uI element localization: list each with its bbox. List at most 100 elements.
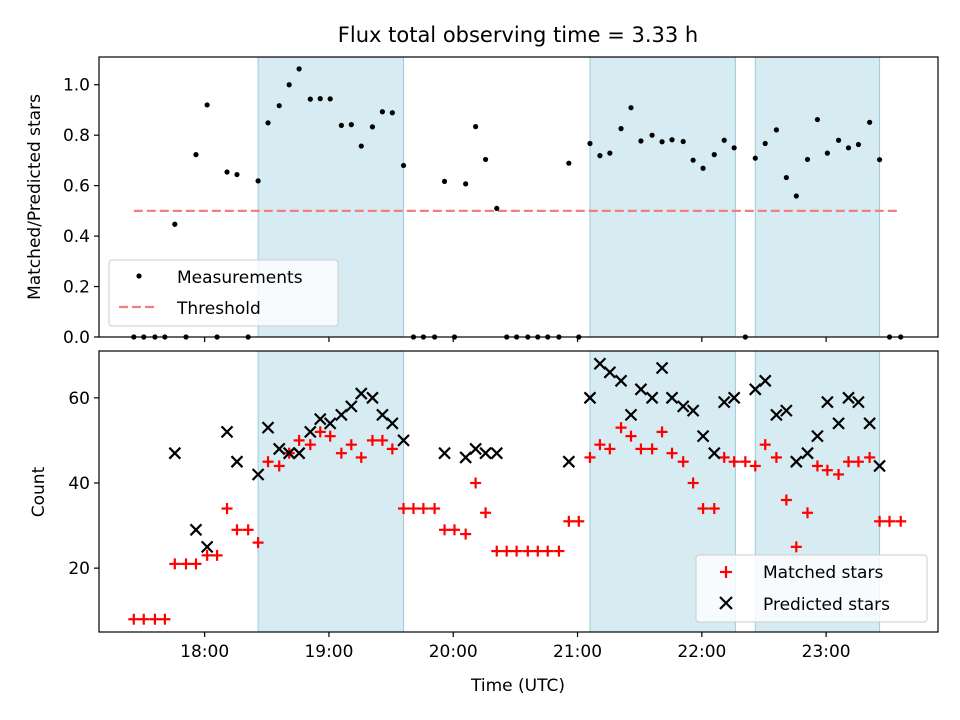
top-x-ticks	[204, 337, 827, 342]
top-y-tick-label: 0.8	[63, 126, 90, 146]
matched-point	[304, 439, 316, 451]
bottom-y-ticks: 20 40 60	[68, 389, 99, 579]
measurement-point	[379, 109, 385, 115]
predicted-point	[304, 425, 317, 439]
matched-point	[511, 545, 523, 557]
measurement-point	[317, 96, 323, 102]
measurement-point	[482, 156, 489, 163]
predicted-point	[251, 468, 265, 481]
predicted-point	[313, 412, 327, 426]
matched-point	[190, 558, 202, 570]
predicted-point	[790, 455, 803, 468]
predicted-point	[386, 417, 399, 430]
matched-point	[491, 545, 503, 557]
legend-matched-marker	[720, 566, 732, 578]
predicted-point	[230, 455, 244, 468]
matched-point	[221, 503, 233, 515]
matched-point	[201, 549, 213, 561]
predicted-point	[727, 391, 741, 405]
x-axis-label: Time (UTC)	[470, 676, 565, 696]
matched-point	[573, 515, 585, 527]
matched-point	[739, 456, 751, 468]
predicted-point	[645, 391, 659, 405]
top-y-axis-label: Matched/Predicted stars	[25, 94, 45, 300]
measurement-point	[276, 103, 282, 109]
matched-point	[138, 613, 150, 625]
matched-point	[821, 464, 833, 476]
top-panel: 0.0 0.2 0.4 0.6 0.8 1.0 Matched/Predicted sta…	[25, 56, 939, 348]
measurement-point	[358, 143, 364, 149]
bottom-y-tick-label: 20	[68, 559, 90, 579]
predicted-point	[220, 425, 234, 439]
predicted-point	[811, 429, 824, 443]
measurement-point	[680, 138, 686, 145]
measurement-point	[804, 156, 811, 163]
measurement-point	[669, 137, 675, 143]
matched-point	[646, 443, 658, 455]
predicted-point	[770, 408, 783, 422]
matched-point	[895, 515, 907, 527]
matched-point	[398, 503, 410, 515]
measurement-point	[327, 96, 333, 102]
matched-point	[563, 515, 575, 527]
measurement-point	[441, 178, 448, 184]
matched-point	[584, 451, 596, 463]
matched-point	[386, 443, 398, 455]
predicted-point	[749, 383, 762, 396]
measurement-point	[193, 152, 199, 158]
predicted-point	[665, 391, 679, 405]
matched-point	[262, 456, 274, 468]
measurement-point	[307, 96, 313, 102]
bottom-legend: Matched stars Predicted stars	[695, 554, 928, 623]
predicted-point	[335, 408, 348, 422]
matched-point	[252, 537, 264, 549]
matched-point	[811, 460, 823, 472]
predicted-point	[272, 442, 286, 456]
matched-point	[656, 426, 668, 438]
top-shaded-intervals	[257, 56, 881, 338]
predicted-point	[562, 455, 576, 468]
measurement-point	[711, 152, 717, 158]
matched-point	[480, 507, 492, 519]
bottom-axes-frame	[98, 350, 939, 633]
matched-point	[666, 447, 678, 459]
bottom-y-tick-label: 40	[68, 474, 90, 494]
measurement-point	[814, 116, 821, 123]
predicted-point	[780, 404, 793, 417]
top-legend: Measurements Threshold	[108, 259, 339, 327]
measurement-point	[731, 145, 737, 151]
predicted-point	[873, 459, 886, 473]
predicted-point	[842, 391, 855, 405]
predicted-point	[832, 417, 845, 430]
measurement-point	[628, 105, 634, 111]
predicted-point	[354, 387, 368, 400]
matched-point	[314, 426, 326, 438]
legend-threshold-label: Threshold	[176, 299, 261, 319]
measurement-point	[700, 165, 706, 171]
matched-point	[355, 451, 367, 463]
x-tick-label: 21:00	[553, 642, 602, 662]
matched-point	[697, 503, 709, 515]
matched-point	[448, 524, 460, 536]
matched-point	[169, 558, 181, 570]
predicted-point	[438, 446, 451, 460]
predicted-point	[479, 446, 492, 460]
measurement-point	[494, 205, 500, 211]
predicted-point	[261, 421, 275, 434]
chart-title: Flux total observing time = 3.33 h	[338, 23, 698, 47]
matched-point	[180, 558, 192, 570]
matched-point	[293, 434, 305, 446]
predicted-point	[292, 446, 306, 460]
measurement-point	[224, 169, 230, 175]
matched-point	[884, 515, 896, 527]
matched-point	[542, 545, 554, 557]
predicted-point	[168, 446, 182, 460]
predicted-point	[603, 366, 617, 379]
bottom-y-axis-label: Count	[29, 466, 49, 517]
matched-point	[790, 541, 802, 553]
predicted-point	[758, 374, 772, 388]
measurement-point	[296, 66, 302, 72]
matched-point	[128, 613, 140, 625]
bottom-x-ticks: 18:00 19:00 20:00 21:00 22:00 23:00	[180, 632, 851, 662]
predicted-point	[323, 417, 337, 430]
